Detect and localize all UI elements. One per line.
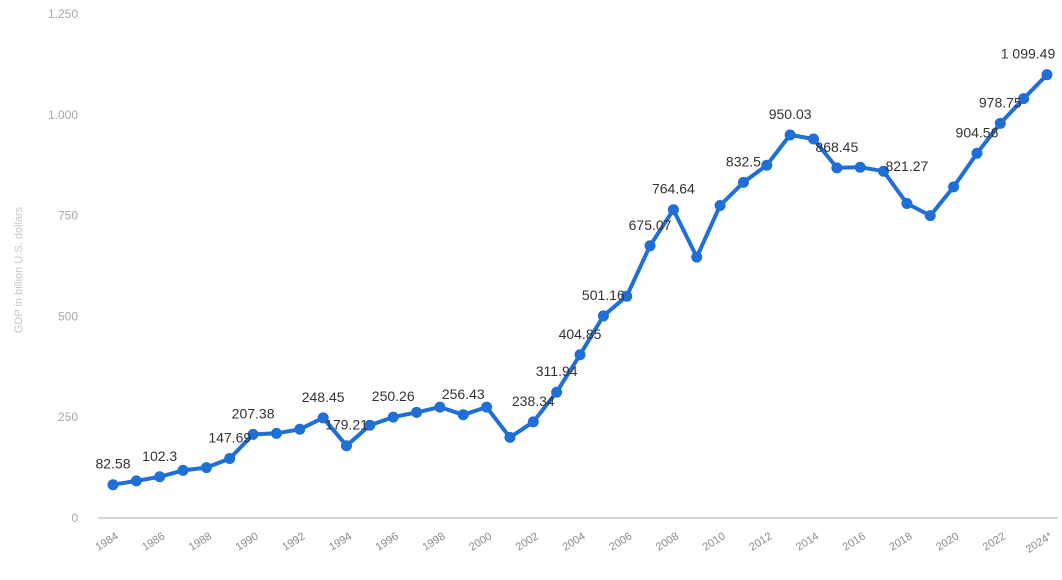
x-tick-label: 1986 — [140, 530, 167, 553]
data-label: 207.38 — [232, 405, 275, 421]
data-point — [364, 419, 376, 431]
axes: 0 250 500 750 1.000 1.250 1984 1986 1988 1990 1992… — [48, 7, 1058, 556]
data-point — [784, 129, 796, 141]
x-tick-label: 2012 — [747, 530, 774, 553]
x-tick-label: 2024* — [1024, 530, 1055, 556]
data-point — [434, 401, 446, 413]
data-point — [901, 198, 913, 210]
x-tick-label: 2006 — [607, 530, 634, 553]
data-point — [691, 251, 703, 263]
x-tick-label: 2022 — [981, 530, 1008, 553]
data-point — [808, 133, 819, 145]
data-point — [948, 181, 960, 193]
y-tick-label: 1.000 — [48, 108, 78, 122]
data-label: 1 099.49 — [1001, 46, 1056, 62]
data-label: 950.03 — [769, 106, 812, 122]
data-point — [737, 176, 749, 188]
x-tick-label: 1990 — [234, 530, 261, 553]
y-tick-label: 1.250 — [48, 7, 78, 21]
x-tick-label: 2004 — [560, 530, 587, 553]
data-label: 147.69 — [208, 429, 251, 445]
y-axis-title-group: GDP in billion U.S. dollars — [13, 206, 25, 333]
y-tick-label: 750 — [58, 209, 78, 223]
data-point — [107, 479, 119, 491]
data-point — [411, 406, 423, 418]
x-tick-label: 1988 — [187, 530, 214, 553]
y-tick-label: 250 — [58, 410, 78, 424]
y-tick-label: 500 — [58, 309, 78, 323]
data-point — [1041, 69, 1053, 81]
x-tick-label: 1994 — [327, 530, 354, 553]
x-tick-label: 1984 — [93, 530, 120, 553]
data-point — [971, 147, 983, 159]
data-point — [527, 416, 539, 428]
data-label: 764.64 — [652, 181, 695, 197]
data-point — [457, 409, 469, 421]
data-point — [644, 240, 656, 252]
x-tick-label: 2008 — [654, 530, 681, 553]
data-label: 238.34 — [512, 393, 555, 409]
data-point — [994, 117, 1006, 129]
data-point — [831, 162, 843, 174]
series-line — [111, 72, 1049, 487]
x-tick-label: 1998 — [420, 530, 447, 553]
x-tick-label: 2016 — [841, 530, 868, 553]
data-point — [878, 165, 890, 177]
data-point — [317, 412, 329, 424]
data-label: 256.43 — [442, 386, 485, 402]
data-point — [130, 475, 142, 487]
data-point — [667, 204, 679, 216]
data-point — [200, 462, 212, 474]
data-point — [924, 210, 936, 222]
data-label: 978.75 — [979, 94, 1022, 110]
data-point — [551, 386, 563, 398]
data-point — [574, 349, 586, 361]
data-point — [621, 290, 633, 302]
data-labels-group: 82.58 102.3 147.69 207.38 248.45 179.21250.26… — [95, 46, 1055, 472]
data-point — [294, 423, 306, 435]
data-point — [854, 161, 866, 173]
x-tick-label: 2000 — [467, 530, 494, 553]
y-axis-title: GDP in billion U.S. dollars — [13, 206, 25, 333]
x-tick-label: 2018 — [887, 530, 914, 553]
data-label: 311.94 — [536, 363, 578, 379]
data-point — [270, 427, 282, 439]
series-line-group — [111, 72, 1049, 487]
x-tick-label: 1992 — [280, 530, 307, 553]
data-label: 821.27 — [885, 158, 928, 174]
data-points-group — [107, 69, 1053, 491]
x-tick-label: 2002 — [514, 530, 541, 553]
data-label: 904.56 — [956, 124, 999, 140]
data-label: 868.45 — [815, 139, 858, 155]
data-point — [224, 452, 236, 464]
data-label: 832.5 — [726, 153, 761, 169]
data-point — [481, 401, 493, 413]
x-tick-label: 1996 — [374, 530, 401, 553]
data-point — [387, 411, 399, 423]
x-tick-label: 2010 — [701, 530, 728, 553]
data-label: 501.16 — [582, 287, 625, 303]
data-point — [597, 310, 609, 322]
data-point — [761, 159, 773, 171]
data-point — [154, 471, 166, 483]
data-label: 82.58 — [95, 456, 130, 472]
x-tick-label: 2020 — [934, 530, 961, 553]
data-point — [1018, 93, 1030, 105]
data-point — [341, 440, 352, 452]
data-label: 404.85 — [559, 326, 602, 342]
data-label: 248.45 — [302, 389, 345, 405]
data-point — [247, 428, 259, 440]
data-label: 102.3 — [142, 448, 177, 464]
data-point — [504, 431, 516, 443]
y-tick-label: 0 — [71, 511, 78, 525]
data-label: 179.21 — [325, 417, 368, 433]
data-point — [714, 200, 726, 212]
data-point — [177, 464, 189, 476]
data-label: 675.07 — [629, 217, 672, 233]
data-label: 250.26 — [372, 388, 415, 404]
x-tick-label: 2014 — [794, 530, 821, 553]
